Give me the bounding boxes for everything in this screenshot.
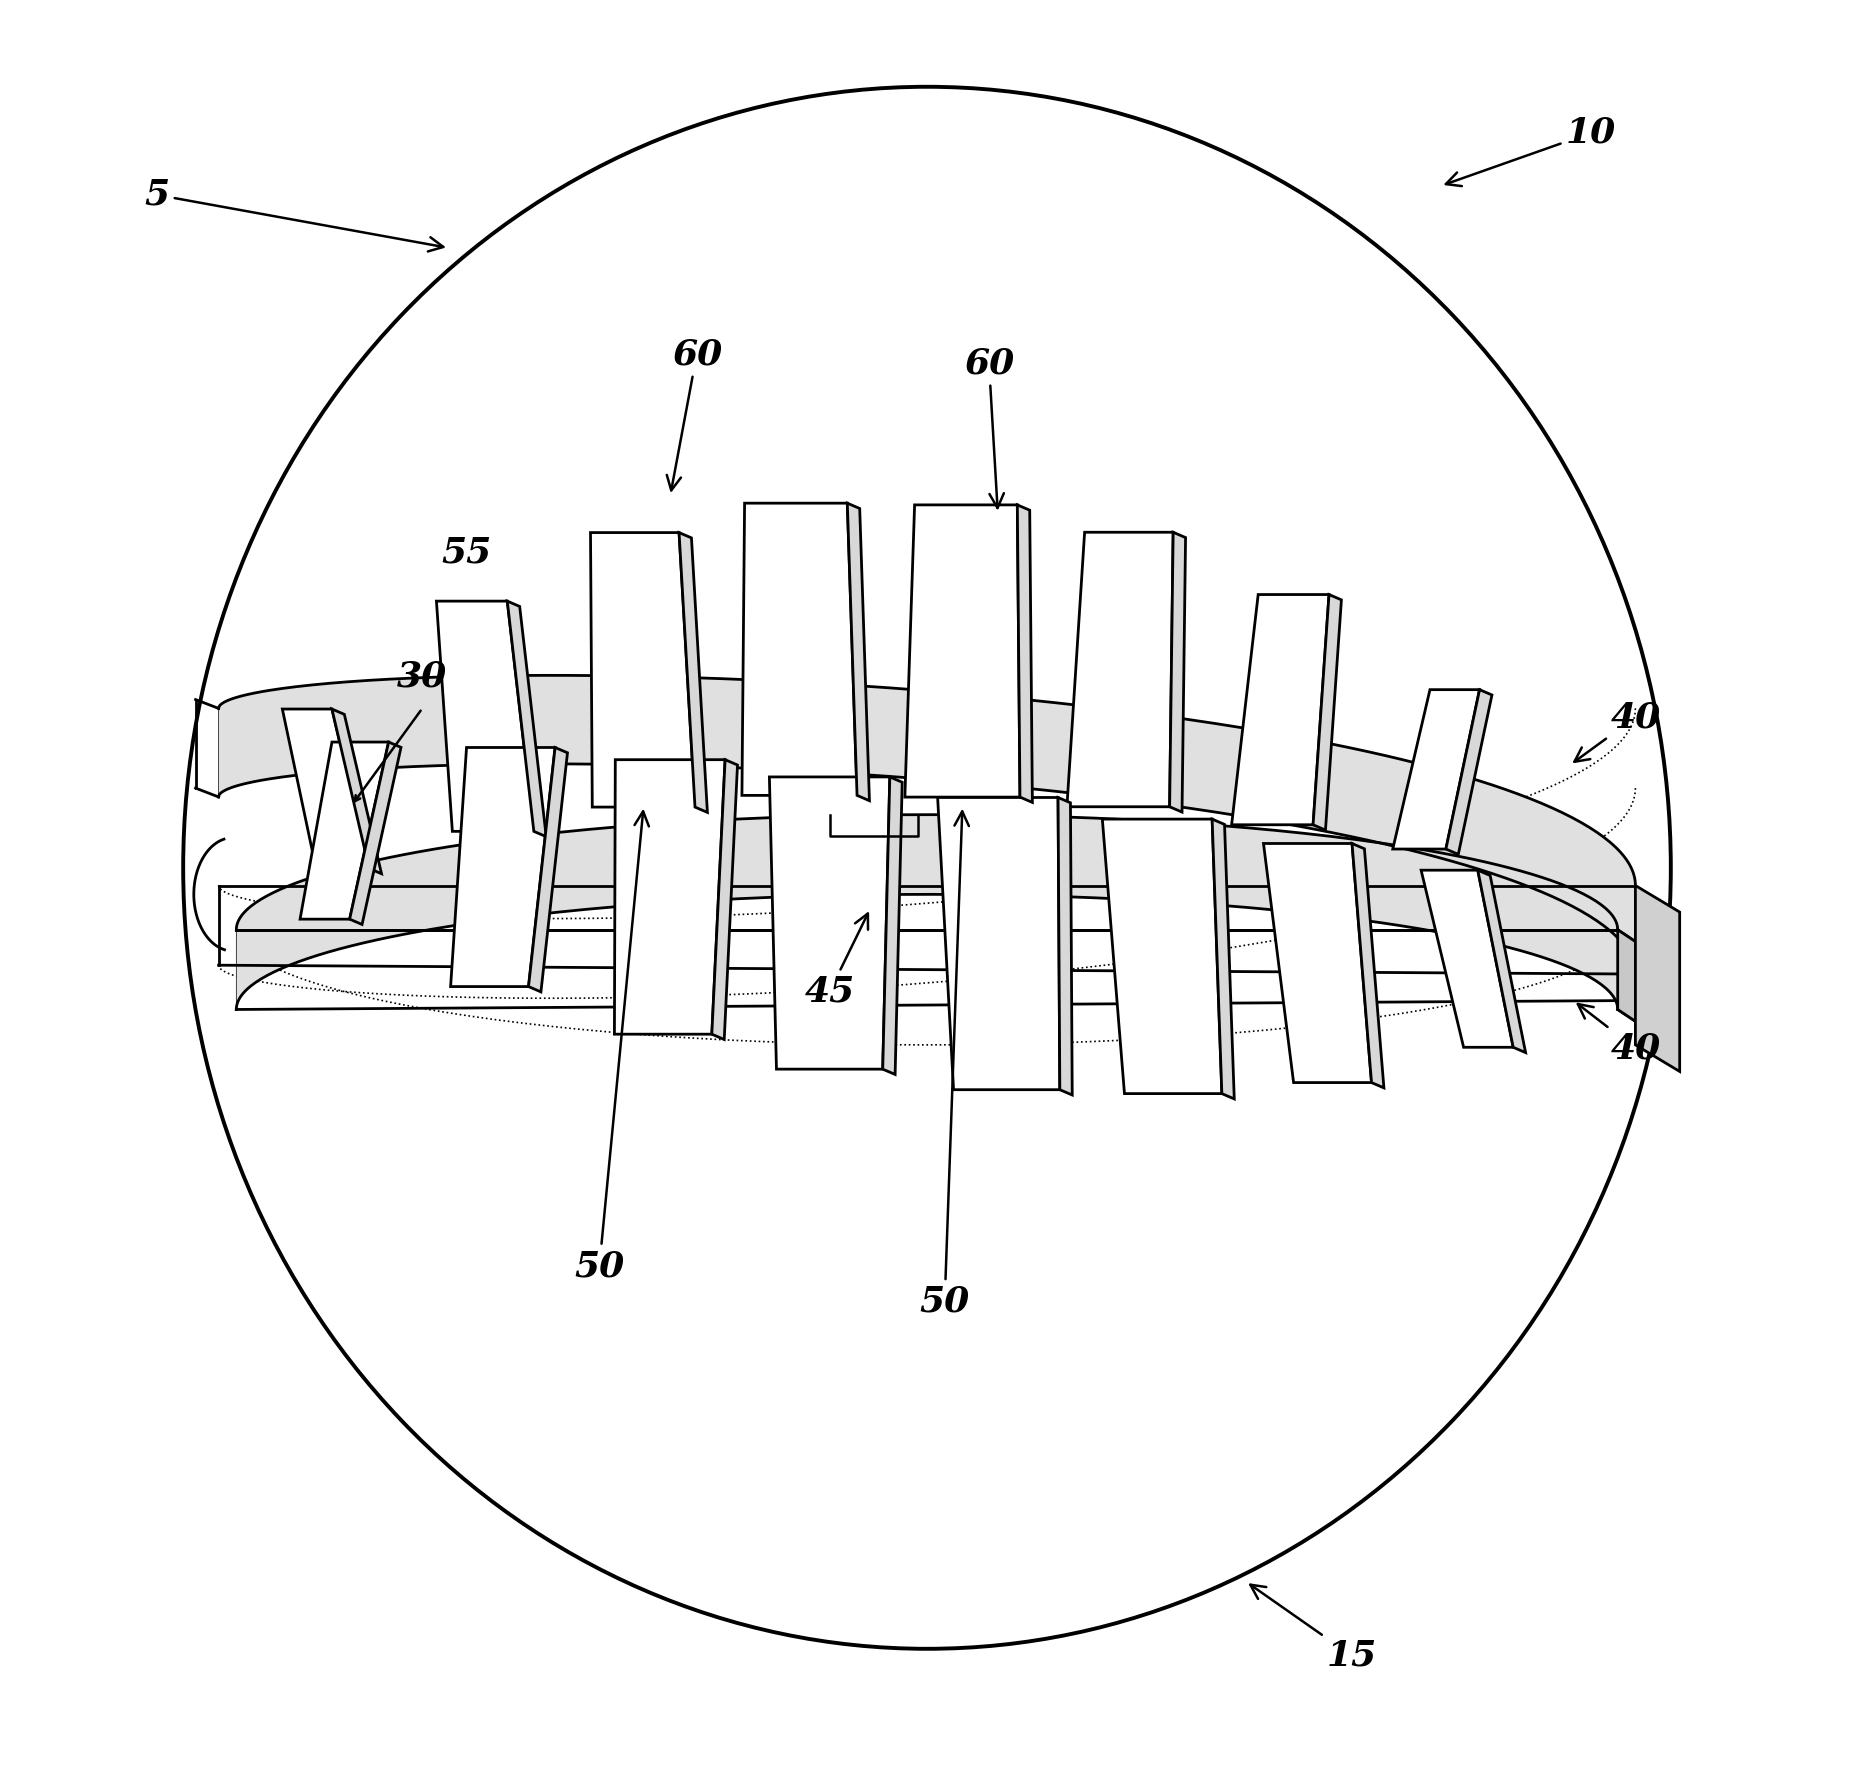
Polygon shape (905, 505, 1020, 797)
Polygon shape (508, 600, 547, 836)
Polygon shape (1635, 886, 1680, 1071)
Polygon shape (332, 708, 382, 873)
Text: 5: 5 (145, 177, 443, 251)
Polygon shape (1422, 870, 1513, 1047)
Polygon shape (938, 797, 1060, 1089)
Polygon shape (1352, 843, 1383, 1087)
Polygon shape (679, 533, 708, 813)
Polygon shape (1170, 533, 1185, 813)
Text: 30: 30 (397, 659, 447, 694)
Polygon shape (235, 815, 1619, 1009)
Text: 40: 40 (1578, 1004, 1661, 1066)
Polygon shape (300, 742, 389, 919)
Polygon shape (769, 777, 890, 1070)
Polygon shape (847, 503, 870, 800)
Text: 60: 60 (964, 345, 1014, 508)
Polygon shape (1103, 820, 1222, 1094)
Polygon shape (1446, 689, 1492, 854)
Polygon shape (350, 742, 400, 924)
Polygon shape (1059, 797, 1072, 1094)
Text: 55: 55 (441, 535, 491, 570)
Polygon shape (742, 503, 857, 795)
Polygon shape (1478, 870, 1526, 1052)
Polygon shape (614, 760, 725, 1034)
Polygon shape (591, 533, 695, 808)
Polygon shape (528, 747, 567, 992)
Text: 50: 50 (920, 811, 970, 1319)
Ellipse shape (184, 87, 1670, 1649)
Polygon shape (451, 747, 554, 986)
Text: 10: 10 (1446, 115, 1617, 186)
Polygon shape (1213, 820, 1235, 1100)
Text: 15: 15 (1250, 1585, 1378, 1674)
Polygon shape (1018, 505, 1033, 802)
Polygon shape (282, 708, 369, 868)
Polygon shape (1263, 843, 1372, 1082)
Text: 45: 45 (805, 914, 868, 1009)
Polygon shape (883, 777, 903, 1075)
Polygon shape (1231, 595, 1329, 825)
Polygon shape (1066, 533, 1174, 808)
Polygon shape (436, 600, 534, 831)
Polygon shape (712, 760, 738, 1040)
Text: 50: 50 (575, 811, 649, 1284)
Polygon shape (1619, 930, 1650, 1031)
Polygon shape (219, 675, 1635, 974)
Polygon shape (1313, 595, 1342, 831)
Text: 40: 40 (1574, 700, 1661, 762)
Text: 60: 60 (667, 336, 721, 491)
Polygon shape (1392, 689, 1479, 848)
